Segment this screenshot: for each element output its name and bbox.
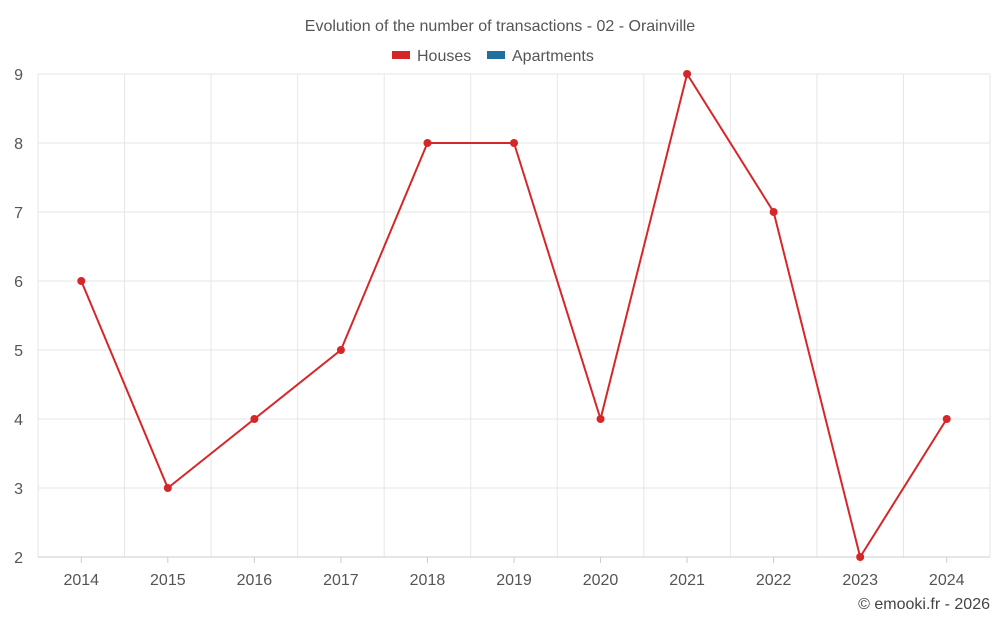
y-tick-label: 4 [14,412,23,429]
data-point-houses[interactable] [510,139,518,147]
legend-item-apartments[interactable]: Apartments [487,48,594,65]
data-point-houses[interactable] [942,415,951,423]
x-tick-label: 2022 [756,572,792,589]
x-tick-label: 2021 [669,572,705,589]
x-tick-label: 2018 [410,572,446,589]
credit-text: © emooki.fr - 2026 [858,596,990,613]
y-tick-label: 5 [14,343,23,360]
data-point-houses[interactable] [423,139,432,147]
legend: Houses Apartments [392,48,594,65]
x-tick-label: 2014 [63,572,99,589]
x-axis-ticks: 2014 2015 2016 2017 2018 2019 2020 2021 2022 2023… [63,557,965,589]
series-houses [77,70,951,561]
legend-label-apartments: Apartments [512,48,594,65]
x-tick-label: 2024 [929,572,965,589]
data-point-houses[interactable] [596,415,605,423]
x-tick-label: 2023 [842,572,878,589]
x-tick-label: 2019 [496,572,532,589]
y-tick-label: 3 [14,481,23,498]
y-tick-label: 8 [14,136,23,153]
y-tick-label: 6 [14,274,23,291]
data-point-houses[interactable] [77,277,86,285]
data-point-houses[interactable] [163,484,172,492]
legend-swatch-houses [392,51,410,59]
data-point-houses[interactable] [683,70,692,78]
x-tick-label: 2017 [323,572,359,589]
x-tick-label: 2015 [150,572,186,589]
chart-title: Evolution of the number of transactions … [305,18,696,35]
legend-swatch-apartments [487,51,505,59]
y-tick-label: 2 [14,550,23,567]
data-point-houses[interactable] [336,346,345,354]
x-tick-label: 2020 [583,572,619,589]
x-gridlines [37,74,991,557]
y-gridlines [38,73,990,489]
y-tick-label: 7 [14,205,23,222]
y-axis-ticks: 2 3 4 5 6 7 8 9 [14,67,23,567]
data-point-houses[interactable] [250,415,259,423]
data-point-houses[interactable] [856,553,865,561]
data-point-houses[interactable] [769,208,778,216]
legend-label-houses: Houses [417,48,471,65]
legend-item-houses[interactable]: Houses [392,48,471,65]
y-tick-label: 9 [14,67,23,84]
x-tick-label: 2016 [237,572,273,589]
